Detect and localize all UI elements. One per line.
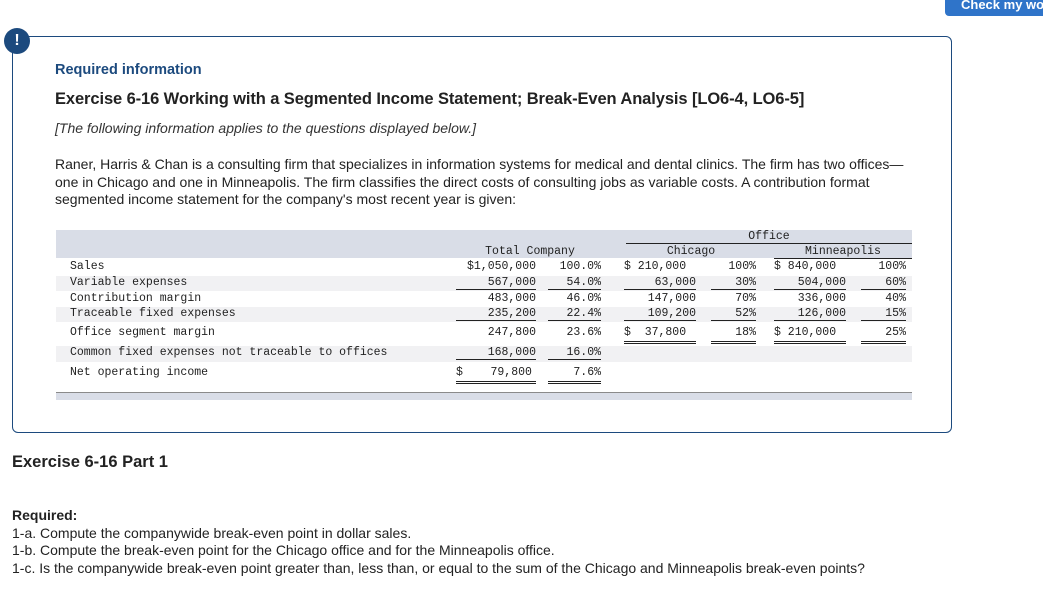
intro-paragraph: Raner, Harris & Chan is a consulting fir… xyxy=(55,156,904,207)
minneapolis-percent: 40% xyxy=(885,292,906,305)
chicago-percent: 52% xyxy=(711,307,756,321)
chicago-percent: 18% xyxy=(711,326,756,344)
part-title: Exercise 6-16 Part 1 xyxy=(12,453,168,471)
chicago-percent: 100% xyxy=(728,260,756,273)
row-label: Contribution margin xyxy=(70,292,202,305)
exercise-note: [The following information applies to th… xyxy=(55,120,477,136)
requirement-1c: 1-c. Is the companywide break-even point… xyxy=(12,559,865,576)
total-amount: 567,000 xyxy=(456,276,536,290)
minneapolis-percent: 100% xyxy=(878,260,906,273)
exercise-title: Exercise 6-16 Working with a Segmented I… xyxy=(55,90,805,108)
total-amount: $ 79,800 xyxy=(456,366,536,384)
table-row-sales: Sales $1,050,000 100.0% $ 210,000 100% $… xyxy=(56,260,912,275)
table-row-variable-expenses: Variable expenses 567,000 54.0% 63,000 3… xyxy=(56,276,912,291)
minneapolis-percent: 15% xyxy=(861,307,906,321)
table-header-band xyxy=(56,230,912,258)
table-row-common-fixed-expenses: Common fixed expenses not traceable to o… xyxy=(56,346,912,362)
row-label: Traceable fixed expenses xyxy=(70,307,236,320)
required-section: Required: 1-a. Compute the companywide b… xyxy=(12,507,932,577)
row-label: Sales xyxy=(70,260,105,273)
chicago-amount: 63,000 xyxy=(624,276,696,290)
total-amount: 168,000 xyxy=(456,346,536,360)
chicago-amount: 147,000 xyxy=(647,292,696,305)
total-percent: 16.0% xyxy=(548,346,601,360)
table-footer-band xyxy=(56,392,912,400)
header-office: Office xyxy=(626,230,912,244)
total-percent: 100.0% xyxy=(559,260,601,273)
total-amount: 483,000 xyxy=(487,292,536,305)
minneapolis-amount: 336,000 xyxy=(797,292,846,305)
minneapolis-amount: $ 840,000 xyxy=(774,260,837,273)
required-information-panel xyxy=(12,36,952,433)
table-row-net-operating-income: Net operating income $ 79,800 7.6% xyxy=(56,366,912,384)
total-percent: 7.6% xyxy=(548,366,601,384)
total-amount: $1,050,000 xyxy=(466,260,536,273)
total-percent: 46.0% xyxy=(566,292,601,305)
requirement-1b: 1-b. Compute the break-even point for th… xyxy=(12,542,555,558)
header-total-company: Total Company xyxy=(485,245,575,258)
table-row-traceable-fixed-expenses: Traceable fixed expenses 235,200 22.4% 1… xyxy=(56,307,912,322)
chicago-amount: $ 210,000 xyxy=(624,260,687,273)
minneapolis-amount: 504,000 xyxy=(774,276,846,290)
total-percent: 23.6% xyxy=(566,326,601,339)
chicago-amount: $ 37,800 xyxy=(624,326,696,344)
total-percent: 22.4% xyxy=(548,307,601,321)
total-percent: 54.0% xyxy=(548,276,601,290)
required-label: Required: xyxy=(12,507,78,523)
row-label: Office segment margin xyxy=(70,326,215,339)
requirement-1a: 1-a. Compute the companywide break-even … xyxy=(12,524,412,541)
chicago-percent: 30% xyxy=(711,276,756,290)
row-label: Net operating income xyxy=(70,366,209,379)
chicago-amount: 109,200 xyxy=(624,307,696,321)
row-label: Variable expenses xyxy=(70,276,188,289)
minneapolis-percent: 60% xyxy=(861,276,906,290)
segmented-income-statement-table: Office Total Company Chicago Minneapolis… xyxy=(56,230,912,400)
row-label: Common fixed expenses not traceable to o… xyxy=(70,346,388,359)
total-amount: 247,800 xyxy=(487,326,536,339)
minneapolis-percent: 25% xyxy=(861,326,906,344)
total-amount: 235,200 xyxy=(456,307,536,321)
chicago-percent: 70% xyxy=(735,292,756,305)
minneapolis-amount: 126,000 xyxy=(774,307,846,321)
check-my-work-button[interactable]: Check my work xyxy=(945,0,1043,16)
table-row-contribution-margin: Contribution margin 483,000 46.0% 147,00… xyxy=(56,292,912,307)
required-information-label: Required information xyxy=(55,62,202,78)
header-minneapolis: Minneapolis xyxy=(774,245,912,259)
minneapolis-amount: $ 210,000 xyxy=(774,326,846,344)
table-row-office-segment-margin: Office segment margin 247,800 23.6% $ 37… xyxy=(56,326,912,344)
header-chicago: Chicago xyxy=(666,245,716,258)
alert-icon: ! xyxy=(4,28,30,54)
